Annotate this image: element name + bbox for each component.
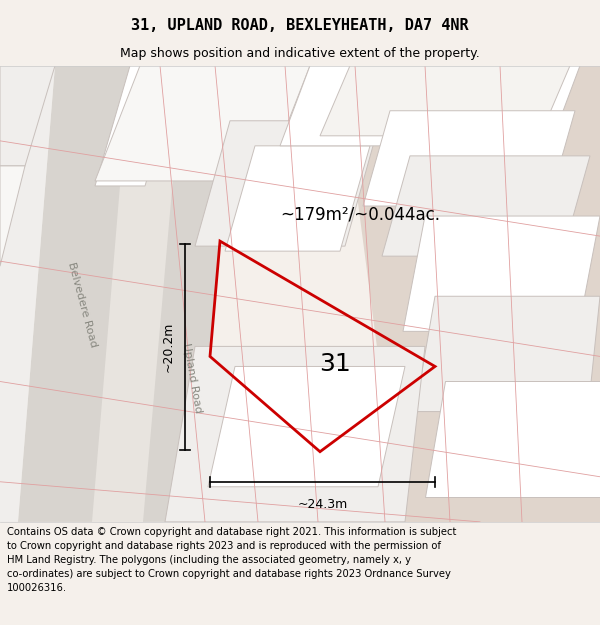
Polygon shape (195, 121, 380, 246)
Text: 31, UPLAND ROAD, BEXLEYHEATH, DA7 4NR: 31, UPLAND ROAD, BEXLEYHEATH, DA7 4NR (131, 18, 469, 33)
Polygon shape (143, 121, 230, 522)
Polygon shape (95, 66, 310, 181)
Polygon shape (340, 66, 600, 522)
Text: Belvedere Road: Belvedere Road (66, 261, 98, 348)
Text: ~24.3m: ~24.3m (298, 498, 347, 511)
Polygon shape (415, 296, 600, 412)
Polygon shape (95, 66, 180, 186)
Polygon shape (0, 166, 25, 266)
Polygon shape (225, 146, 370, 251)
Polygon shape (165, 346, 425, 522)
Polygon shape (0, 66, 200, 522)
Polygon shape (18, 66, 130, 522)
Text: Contains OS data © Crown copyright and database right 2021. This information is : Contains OS data © Crown copyright and d… (7, 527, 457, 593)
Polygon shape (0, 66, 55, 166)
Polygon shape (280, 66, 580, 146)
Text: ~179m²/~0.044ac.: ~179m²/~0.044ac. (280, 205, 440, 223)
Polygon shape (382, 156, 590, 256)
Text: Map shows position and indicative extent of the property.: Map shows position and indicative extent… (120, 48, 480, 60)
Polygon shape (425, 381, 600, 497)
Polygon shape (320, 66, 570, 136)
Polygon shape (208, 366, 405, 487)
Polygon shape (0, 66, 55, 522)
Text: Upland Road: Upland Road (181, 342, 203, 414)
Polygon shape (363, 111, 575, 206)
Polygon shape (403, 216, 600, 331)
Text: ~20.2m: ~20.2m (162, 322, 175, 372)
Text: 31: 31 (319, 352, 351, 376)
